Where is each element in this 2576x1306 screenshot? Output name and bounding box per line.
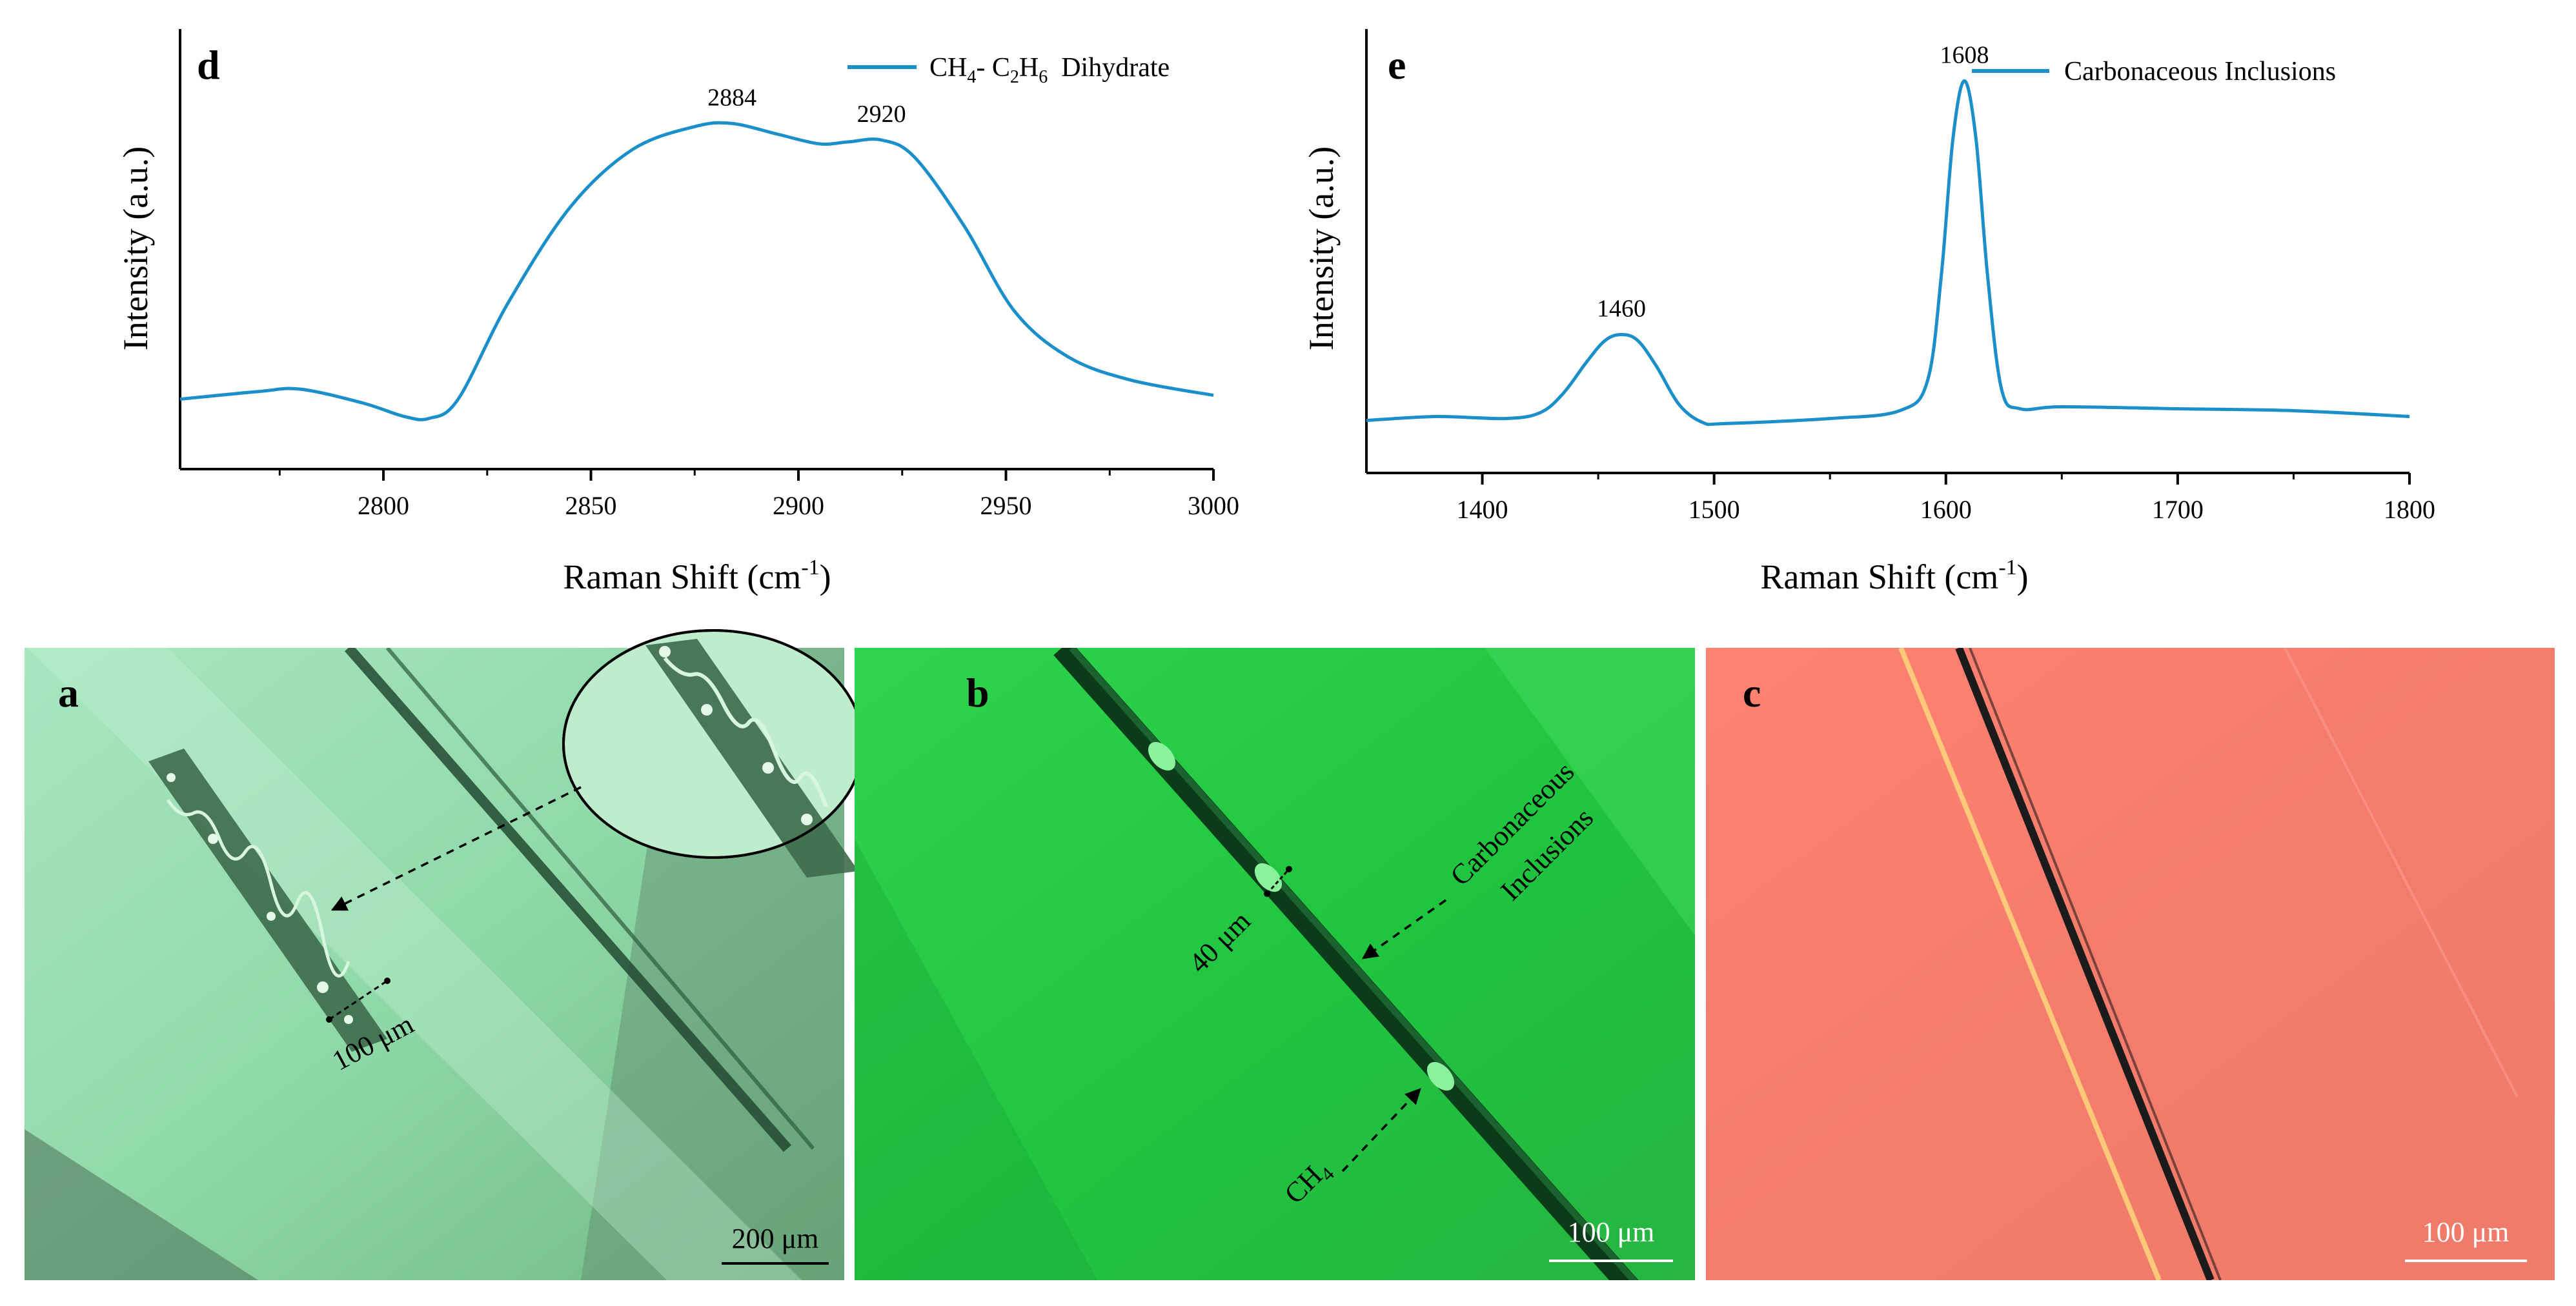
chart-d: 2800 2850 2900 2950 3000 2884 2920 d CH4- C2H… — [116, 29, 1239, 596]
chart-e-peak-label: 1608 — [1940, 41, 1989, 68]
chart-e-peak-label: 1460 — [1597, 296, 1646, 323]
photo-a-inset-arrow — [330, 786, 582, 911]
photo-b-panel-letter: b — [966, 670, 989, 716]
chart-d-x-tick-label: 2800 — [358, 491, 409, 520]
chart-d-x-tick-label: 3000 — [1188, 491, 1239, 520]
photo-b-measure-line — [1266, 868, 1290, 895]
chart-e: 1400 1500 1600 1700 1800 1460 1608 e Carbonac… — [1302, 29, 2435, 596]
photo-c-scale-label: 100 μm — [2422, 1216, 2510, 1248]
chart-e-x-ticks: 1400 1500 1600 1700 1800 — [1457, 473, 2435, 524]
chart-e-y-axis-title: Intensity (a.u.) — [1302, 146, 1341, 350]
chart-d-legend-text: CH4- C2H6 Dihydrate — [929, 53, 1170, 87]
chart-d-x-axis-title: Raman Shift (cm-1) — [563, 556, 831, 596]
chart-e-x-tick-label: 1800 — [2384, 495, 2435, 524]
photo-a-measure-line — [329, 980, 388, 1021]
photo-b-inclusions-arrow — [1361, 899, 1447, 959]
photo-b: Carbonaceous Inclusions CH4 40 μm b 100 … — [855, 648, 1695, 1280]
chart-d-panel-letter: d — [197, 42, 220, 88]
photo-c: c 100 μm — [1706, 648, 2555, 1280]
chart-e-x-axis-title: Raman Shift (cm-1) — [1760, 556, 2028, 596]
chart-e-x-tick-label: 1700 — [2152, 495, 2204, 524]
photo-b-scale-label: 100 μm — [1568, 1216, 1655, 1248]
photo-a-scale-label: 200 μm — [732, 1223, 819, 1254]
chart-e-x-tick-label: 1400 — [1457, 495, 1508, 524]
chart-e-series-line — [1366, 79, 2410, 427]
chart-d-peak-labels: 2884 2920 — [707, 84, 906, 128]
chart-e-legend: Carbonaceous Inclusions — [1972, 57, 2336, 86]
chart-d-legend: CH4- C2H6 Dihydrate — [847, 53, 1170, 87]
chart-d-y-axis-title: Intensity (a.u.) — [116, 146, 155, 350]
chart-d-series-line — [179, 121, 1214, 421]
chart-e-x-tick-label: 1600 — [1920, 495, 1972, 524]
chart-d-x-tick-label: 2950 — [980, 491, 1032, 520]
chart-d-peak-label: 2920 — [857, 101, 906, 128]
chart-d-x-tick-label: 2900 — [773, 491, 824, 520]
chart-e-panel-letter: e — [1388, 42, 1406, 88]
chart-d-x-tick-label: 2850 — [565, 491, 617, 520]
photo-b-ch4-arrow — [1341, 1088, 1421, 1172]
chart-e-x-tick-label: 1500 — [1689, 495, 1740, 524]
photo-c-panel-letter: c — [1743, 670, 1761, 716]
photo-a: 100 μm a 200 μm — [25, 629, 864, 1280]
chart-e-peak-labels: 1460 1608 — [1597, 41, 1989, 322]
photo-a-panel-letter: a — [58, 670, 79, 716]
chart-d-x-ticks: 2800 2850 2900 2950 3000 — [278, 469, 1239, 520]
chart-e-legend-text: Carbonaceous Inclusions — [2064, 57, 2336, 86]
chart-d-peak-label: 2884 — [707, 84, 756, 111]
